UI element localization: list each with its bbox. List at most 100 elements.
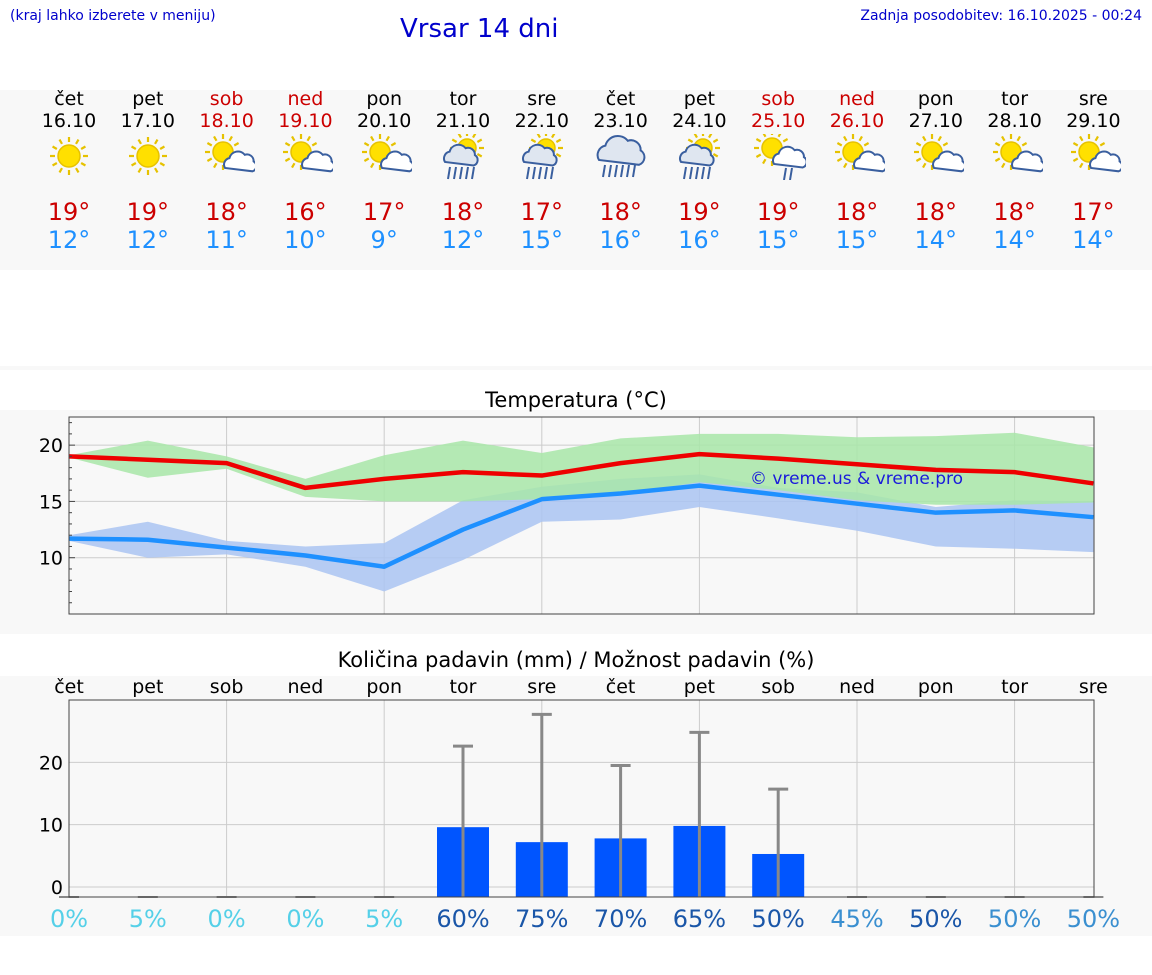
forecast-day: ned 19.10 xyxy=(265,88,345,180)
precip-chance-label: 70% xyxy=(593,905,648,933)
day-name: pet xyxy=(132,88,164,110)
day-date: 16.10 xyxy=(41,110,97,132)
sun-icon xyxy=(50,137,88,175)
min-temp: 10° xyxy=(284,226,327,254)
precip-day-label: ned xyxy=(839,676,875,698)
forecast-day: pon 20.10 xyxy=(344,88,424,180)
precip-chance-label: 0% xyxy=(49,905,89,933)
forecast-day: čet 23.10 xyxy=(581,88,661,180)
day-name: tor xyxy=(1001,88,1029,110)
sun-cloud-icon xyxy=(913,134,964,173)
max-temp: 19° xyxy=(678,198,721,226)
precip-chance-label: 65% xyxy=(672,905,727,933)
day-name: čet xyxy=(605,88,636,110)
max-temp: 17° xyxy=(1072,198,1115,226)
max-temp: 19° xyxy=(47,198,91,226)
day-date: 18.10 xyxy=(199,110,254,132)
precip-day-label: tor xyxy=(449,676,477,698)
day-name: sob xyxy=(761,88,795,110)
forecast-day: sre 22.10 xyxy=(502,88,582,180)
day-date: 23.10 xyxy=(593,110,648,132)
forecast-day: pet 24.10 xyxy=(659,88,739,180)
min-temp: 14° xyxy=(993,226,1036,254)
last-update-label: Zadnja posodobitev: 16.10.2025 - 00:24 xyxy=(860,8,1142,24)
min-temp: 15° xyxy=(835,226,879,254)
day-name: pon xyxy=(366,88,403,110)
forecast-day: čet 16.10 xyxy=(29,88,109,180)
precip-chance-label: 75% xyxy=(515,905,569,933)
min-temp: 15° xyxy=(520,226,564,254)
day-date: 29.10 xyxy=(1066,110,1121,132)
precip-day-label: čet xyxy=(605,676,636,698)
precip-chance-label: 60% xyxy=(436,905,490,933)
forecast-day: tor 21.10 xyxy=(423,88,503,180)
forecast-day: sob 18.10 xyxy=(187,88,267,180)
day-name: pet xyxy=(683,88,715,110)
sun-cloud-rain-icon xyxy=(679,134,721,180)
precip-chance-label: 0% xyxy=(286,905,325,933)
day-name: ned xyxy=(287,88,324,110)
day-name: čet xyxy=(54,88,84,110)
min-temp: 11° xyxy=(205,226,248,254)
temperature-chart-title: Temperatura (°C) xyxy=(485,388,667,412)
precip-chance-label: 50% xyxy=(987,905,1042,933)
precip-chance-label: 50% xyxy=(1066,905,1121,933)
day-date: 24.10 xyxy=(672,110,727,132)
day-date: 22.10 xyxy=(514,110,569,132)
max-temp: 17° xyxy=(520,198,564,226)
day-date: 20.10 xyxy=(356,110,412,132)
day-date: 19.10 xyxy=(278,110,333,132)
precip-day-label: ned xyxy=(287,676,324,698)
min-temp: 14° xyxy=(1072,226,1115,254)
min-temp: 16° xyxy=(678,226,721,254)
precip-chance-label: 45% xyxy=(830,905,884,933)
max-temp: 18° xyxy=(205,198,248,226)
day-date: 28.10 xyxy=(987,110,1042,132)
min-temp: 12° xyxy=(47,226,91,254)
precip-chance-label: 0% xyxy=(207,905,246,933)
max-temp: 16° xyxy=(284,198,327,226)
max-temp: 17° xyxy=(362,198,406,226)
precip-chance-label: 50% xyxy=(751,905,805,933)
day-date: 26.10 xyxy=(829,110,885,132)
sun-cloud-rain-icon xyxy=(521,134,563,180)
precip-day-label: sre xyxy=(1078,676,1108,698)
sun-cloud-rain-icon xyxy=(443,134,484,180)
forecast-day: tor 28.10 xyxy=(975,88,1055,180)
max-temp: 18° xyxy=(599,198,642,226)
precip-day-label: čet xyxy=(54,676,84,698)
sun-cloud-icon xyxy=(835,134,885,173)
precip-day-label: sre xyxy=(527,676,557,698)
max-temp: 18° xyxy=(441,198,485,226)
day-date: 17.10 xyxy=(120,110,175,132)
min-temp: 14° xyxy=(914,226,958,254)
min-temp: 15° xyxy=(756,226,800,254)
sun-icon xyxy=(128,137,167,175)
min-temp: 9° xyxy=(370,226,398,254)
cloud-rain-icon xyxy=(596,134,645,178)
max-temp: 18° xyxy=(835,198,879,226)
precip-chance-label: 5% xyxy=(365,905,404,933)
precip-day-label: pon xyxy=(366,676,403,698)
precip-day-label: pon xyxy=(917,676,954,698)
page-title: Vrsar 14 dni xyxy=(400,14,559,44)
max-temp: 19° xyxy=(126,198,170,226)
max-temp: 18° xyxy=(993,198,1036,226)
day-name: tor xyxy=(449,88,477,110)
day-name: sre xyxy=(1078,88,1108,110)
separator-band xyxy=(0,366,1152,370)
precip-chance-label: 50% xyxy=(909,905,963,933)
precip-day-label: tor xyxy=(1001,676,1029,698)
precip-day-label: pet xyxy=(132,676,164,698)
sun-cloud-icon xyxy=(283,134,334,173)
region-menu-note[interactable]: (kraj lahko izberete v meniju) xyxy=(10,8,216,24)
forecast-day: pon 27.10 xyxy=(896,88,976,180)
day-date: 27.10 xyxy=(908,110,963,132)
sun-cloud-light-rain-icon xyxy=(754,134,807,180)
day-name: pon xyxy=(917,88,954,110)
precipitation-chart-title: Količina padavin (mm) / Možnost padavin … xyxy=(337,648,815,672)
max-temp: 19° xyxy=(756,198,800,226)
day-date: 25.10 xyxy=(750,110,806,132)
temperature-band xyxy=(0,410,1152,634)
sun-cloud-icon xyxy=(204,134,255,173)
